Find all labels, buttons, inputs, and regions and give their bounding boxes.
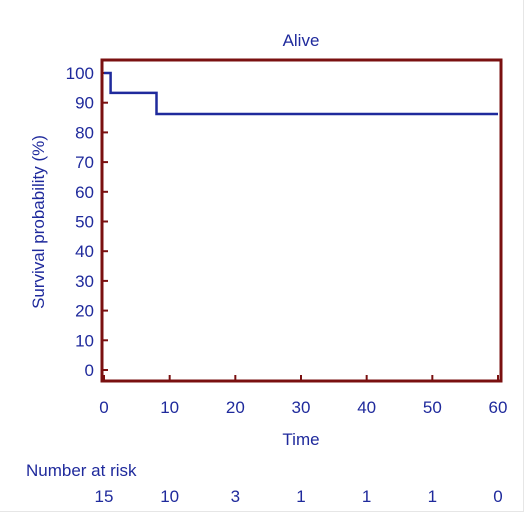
x-ticks: 0 10 20 30 40 50 60 [99,375,507,417]
y-tick-label: 70 [75,153,94,172]
y-tick-label: 80 [75,123,94,142]
number-at-risk-label: Number at risk [26,461,137,480]
y-tick-label: 50 [75,213,94,232]
x-tick-label: 10 [160,398,179,417]
x-tick-label: 30 [292,398,311,417]
x-axis-label: Time [282,430,319,449]
chart-title: Alive [283,31,320,50]
y-ticks: 0 10 20 30 40 50 60 70 80 90 100 [66,64,108,380]
y-tick-label: 10 [75,331,94,350]
number-at-risk-value: 1 [428,487,437,506]
x-tick-label: 50 [423,398,442,417]
number-at-risk-value: 3 [231,487,240,506]
number-at-risk-value: 0 [493,487,502,506]
number-at-risk-value: 1 [296,487,305,506]
number-at-risk-values: 15 10 3 1 1 1 0 [95,487,503,506]
y-tick-label: 60 [75,183,94,202]
number-at-risk-value: 1 [362,487,371,506]
y-tick-label: 100 [66,64,94,83]
series-layer [104,71,498,116]
y-tick-label: 30 [75,272,94,291]
x-tick-label: 0 [99,398,108,417]
y-axis-label: Survival probability (%) [29,135,48,309]
x-tick-label: 60 [489,398,508,417]
plot-area-frame [100,58,503,383]
number-at-risk-value: 15 [95,487,114,506]
x-tick-label: 40 [357,398,376,417]
survival-curve [104,71,498,116]
y-tick-label: 90 [75,94,94,113]
y-tick-label: 40 [75,242,94,261]
x-tick-label: 20 [226,398,245,417]
number-at-risk-value: 10 [160,487,179,506]
y-tick-label: 0 [85,361,94,380]
y-tick-label: 20 [75,302,94,321]
